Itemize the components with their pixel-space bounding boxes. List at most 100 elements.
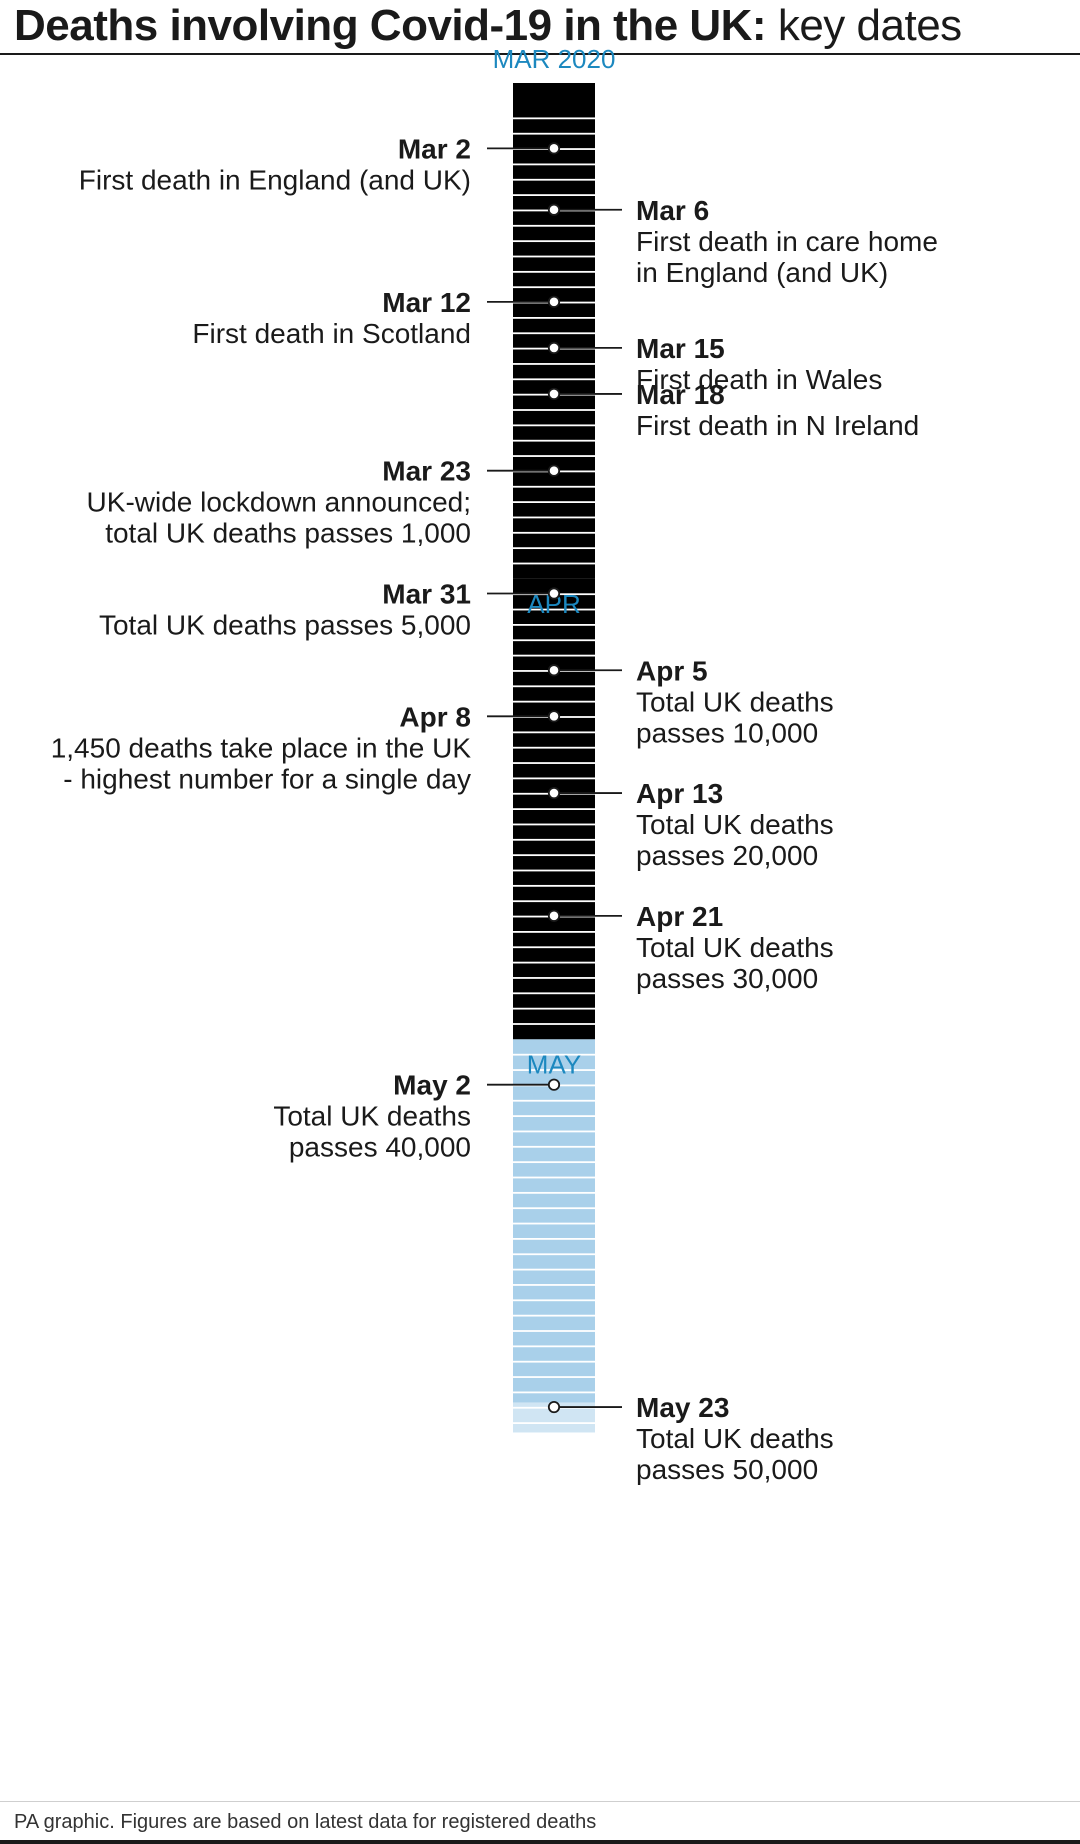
day-stripe bbox=[513, 931, 595, 933]
day-stripe bbox=[513, 777, 595, 780]
day-stripe bbox=[513, 900, 595, 903]
day-stripe bbox=[513, 838, 595, 841]
day-stripe bbox=[513, 977, 595, 979]
timeline-bar bbox=[513, 83, 595, 1433]
day-stripe bbox=[513, 946, 595, 949]
event-marker bbox=[547, 295, 561, 308]
day-stripe bbox=[513, 1284, 595, 1286]
day-stripe bbox=[513, 808, 595, 810]
day-stripe bbox=[513, 1145, 595, 1148]
event-date: Mar 31 bbox=[382, 579, 471, 610]
day-stripe bbox=[513, 1299, 595, 1302]
event-description: in England (and UK) bbox=[636, 257, 888, 288]
day-stripe bbox=[513, 194, 595, 196]
chart-title: Deaths involving Covid-19 in the UK: key… bbox=[14, 0, 962, 52]
day-stripe bbox=[513, 1099, 595, 1102]
event-description: passes 50,000 bbox=[636, 1454, 818, 1485]
event-description: First death in Wales bbox=[636, 364, 882, 395]
day-stripe bbox=[513, 1238, 595, 1240]
event-description: First death in Scotland bbox=[192, 318, 471, 349]
event-description: passes 20,000 bbox=[636, 840, 818, 871]
day-stripe bbox=[513, 1053, 595, 1056]
event-description: First death in care home bbox=[636, 226, 938, 257]
day-stripe bbox=[513, 501, 595, 503]
event-description: Total UK deaths bbox=[636, 809, 834, 840]
day-stripe bbox=[513, 132, 595, 135]
event-date: Mar 18 bbox=[636, 379, 725, 410]
day-stripe bbox=[513, 1268, 595, 1271]
day-stripe bbox=[513, 608, 595, 611]
day-stripe bbox=[513, 1253, 595, 1256]
event-date: Apr 8 bbox=[399, 701, 471, 732]
event-marker bbox=[547, 909, 561, 922]
event-description: First death in N Ireland bbox=[636, 410, 919, 441]
event-marker bbox=[547, 664, 561, 677]
day-stripe bbox=[513, 409, 595, 411]
day-stripe bbox=[513, 317, 595, 319]
event-date: Apr 21 bbox=[636, 901, 723, 932]
title-light: key dates bbox=[777, 1, 962, 50]
day-stripe bbox=[513, 240, 595, 243]
day-stripe bbox=[513, 654, 595, 657]
event-marker bbox=[547, 142, 561, 155]
event-marker bbox=[547, 387, 561, 401]
day-stripe bbox=[513, 178, 595, 181]
day-stripe bbox=[513, 547, 595, 550]
day-stripe bbox=[513, 1345, 595, 1348]
day-stripe bbox=[513, 1069, 595, 1071]
day-stripe bbox=[513, 685, 595, 688]
day-stripe bbox=[513, 823, 595, 826]
footer-bottom-rule bbox=[0, 1840, 1080, 1844]
day-stripe bbox=[513, 286, 595, 289]
event-description: total UK deaths passes 1,000 bbox=[105, 518, 471, 549]
day-stripe bbox=[513, 1391, 595, 1394]
event-date: Apr 5 bbox=[636, 655, 708, 686]
day-stripe bbox=[513, 516, 595, 519]
day-stripe bbox=[513, 1023, 595, 1025]
day-stripe bbox=[513, 485, 595, 488]
event-description: Total UK deaths bbox=[636, 686, 834, 717]
day-stripe bbox=[513, 455, 595, 457]
title-bold: Deaths involving Covid-19 in the UK: bbox=[14, 1, 767, 50]
month-label-mar: MAR 2020 bbox=[493, 44, 616, 74]
day-stripe bbox=[513, 1007, 595, 1010]
event-date: Mar 6 bbox=[636, 195, 709, 226]
event-description: Total UK deaths bbox=[636, 932, 834, 963]
event-description: Total UK deaths bbox=[636, 1423, 834, 1454]
day-stripe bbox=[513, 762, 595, 764]
event-date: Mar 12 bbox=[382, 287, 471, 318]
day-stripe bbox=[513, 1191, 595, 1194]
day-stripe bbox=[513, 1376, 595, 1378]
day-stripe bbox=[513, 255, 595, 258]
day-stripe bbox=[513, 1161, 595, 1164]
day-stripe bbox=[513, 224, 595, 227]
day-stripe bbox=[513, 1422, 595, 1424]
day-stripe bbox=[513, 1330, 595, 1332]
event-date: Apr 13 bbox=[636, 778, 723, 809]
event-marker bbox=[547, 786, 561, 800]
event-marker bbox=[547, 1400, 561, 1414]
event-date: Mar 23 bbox=[382, 456, 471, 487]
footer-rule bbox=[0, 1801, 1080, 1802]
event-date: Mar 15 bbox=[636, 333, 725, 364]
event-description: passes 40,000 bbox=[289, 1132, 471, 1163]
day-stripe bbox=[513, 639, 595, 642]
day-stripe bbox=[513, 270, 595, 273]
month-label-may: MAY bbox=[527, 1049, 581, 1079]
event-marker bbox=[547, 710, 561, 723]
day-stripe bbox=[513, 363, 595, 365]
event-date: May 2 bbox=[393, 1070, 471, 1101]
day-stripe bbox=[513, 117, 595, 120]
event-date: Mar 2 bbox=[398, 133, 471, 164]
